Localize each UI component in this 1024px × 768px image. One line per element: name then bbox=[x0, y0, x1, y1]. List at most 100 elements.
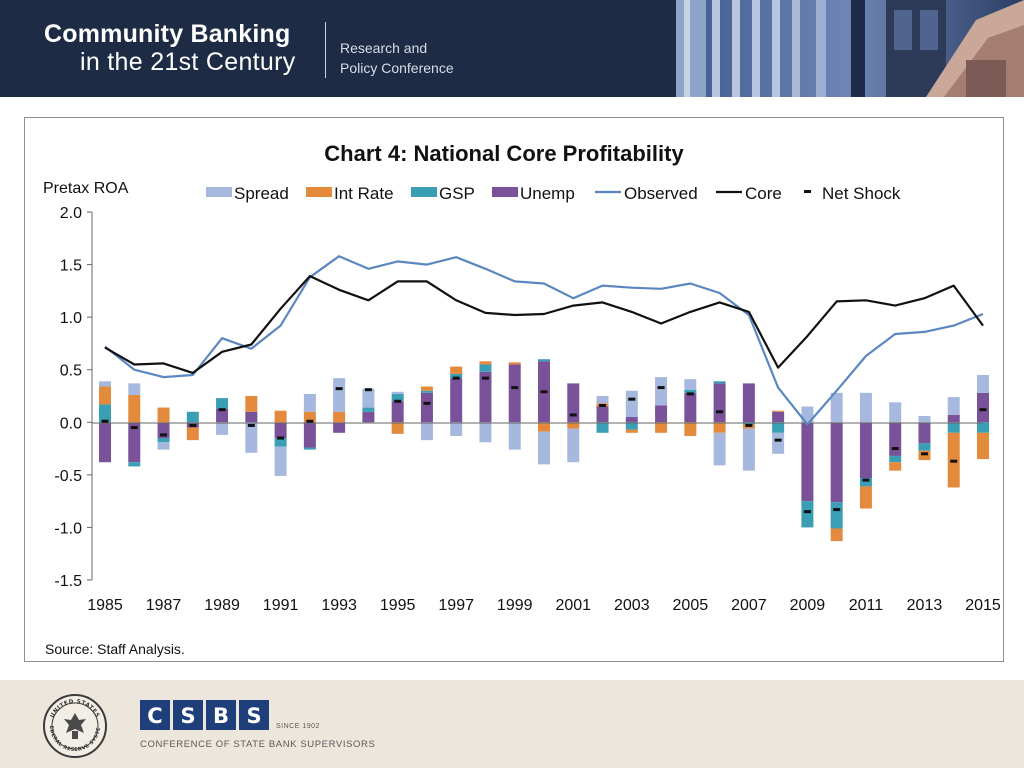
legend-label-unemp: Unemp bbox=[520, 184, 575, 203]
bar-segment-unemp bbox=[713, 383, 726, 423]
net-shock-marker bbox=[218, 408, 226, 412]
bar-segment-gsp bbox=[684, 389, 697, 393]
net-shock-marker bbox=[130, 426, 138, 430]
bar-segment-spread bbox=[157, 442, 170, 450]
bar-segment-int-rate bbox=[128, 394, 141, 423]
net-shock-marker bbox=[160, 433, 168, 437]
bar-segment-gsp bbox=[538, 359, 550, 362]
bar-segment-spread bbox=[538, 431, 550, 465]
bar-segment-spread bbox=[889, 402, 902, 423]
net-shock-marker bbox=[803, 510, 811, 514]
bar-segment-unemp bbox=[216, 408, 229, 423]
bar-segment-spread bbox=[596, 396, 609, 404]
bar-segment-gsp bbox=[99, 404, 111, 423]
bar-segment-int-rate bbox=[713, 422, 726, 433]
net-shock-marker bbox=[394, 399, 402, 403]
y-tick-label: 2.0 bbox=[60, 205, 82, 222]
bar-segment-gsp bbox=[889, 455, 902, 463]
bar-segment-gsp bbox=[947, 422, 960, 433]
bar-segment-int-rate bbox=[479, 361, 492, 365]
net-shock-marker bbox=[189, 423, 197, 427]
bar-segment-gsp bbox=[216, 398, 229, 409]
bar-segment-gsp bbox=[830, 502, 843, 529]
net-shock-marker bbox=[979, 408, 987, 412]
bar-segment-unemp bbox=[772, 411, 785, 423]
bar-segment-gsp bbox=[391, 393, 404, 402]
x-tick-label: 2013 bbox=[907, 597, 943, 614]
net-shock-marker bbox=[511, 386, 519, 390]
x-tick-label: 2009 bbox=[790, 597, 826, 614]
csbs-since-text: SINCE 1902 bbox=[276, 723, 320, 730]
bar-segment-gsp bbox=[420, 390, 433, 393]
conference-subtitle-line2: Policy Conference bbox=[340, 60, 454, 76]
bar-segment-spread bbox=[801, 406, 814, 423]
bar-segment-spread bbox=[99, 381, 111, 387]
bar-segment-unemp bbox=[596, 406, 609, 423]
bar-segment-unemp bbox=[655, 405, 668, 423]
net-shock-marker bbox=[833, 508, 841, 512]
bar-segment-gsp bbox=[450, 373, 463, 379]
bar-segment-spread bbox=[713, 432, 726, 466]
bar-segment-spread bbox=[450, 422, 463, 436]
bar-segment-gsp bbox=[713, 381, 726, 384]
x-tick-label: 1985 bbox=[87, 597, 123, 614]
bar-segment-int-rate bbox=[567, 422, 580, 429]
bar-segment-gsp bbox=[977, 422, 989, 433]
bar-segment-spread bbox=[216, 422, 229, 435]
net-shock-marker bbox=[745, 423, 753, 427]
net-shock-marker bbox=[335, 387, 343, 391]
chart-title: Chart 4: National Core Profitability bbox=[324, 141, 684, 166]
footer-bar: UNITED STATES FEDERAL RESERVE SYSTEM CSB… bbox=[0, 680, 1024, 768]
series-line-core bbox=[104, 275, 984, 374]
legend-swatch-net-shock bbox=[804, 190, 811, 193]
x-tick-label: 2003 bbox=[614, 597, 650, 614]
bar-segment-unemp bbox=[830, 422, 843, 503]
bar-segment-spread bbox=[742, 428, 755, 471]
bar-segment-unemp bbox=[99, 422, 111, 463]
bar-segment-unemp bbox=[450, 378, 463, 423]
bar-segment-int-rate bbox=[303, 411, 316, 423]
bar-segment-int-rate bbox=[157, 407, 170, 423]
legend-label-core: Core bbox=[745, 184, 782, 203]
csbs-tagline: CONFERENCE OF STATE BANK SUPERVISORS bbox=[140, 739, 376, 750]
y-tick-label: 0.5 bbox=[60, 363, 82, 380]
net-shock-marker bbox=[306, 419, 314, 423]
legend-label-spread: Spread bbox=[234, 184, 289, 203]
net-shock-marker bbox=[569, 413, 577, 417]
net-shock-marker bbox=[774, 438, 782, 442]
x-tick-label: 2007 bbox=[731, 597, 767, 614]
y-tick-label: 0.0 bbox=[60, 415, 82, 432]
legend-label-net-shock: Net Shock bbox=[822, 184, 901, 203]
bar-segment-int-rate bbox=[859, 486, 872, 509]
legend-label-gsp: GSP bbox=[439, 184, 475, 203]
x-tick-label: 1989 bbox=[204, 597, 240, 614]
bar-segment-int-rate bbox=[830, 528, 843, 542]
net-shock-marker bbox=[277, 436, 285, 440]
y-tick-label: 1.5 bbox=[60, 258, 82, 275]
bar-segment-spread bbox=[684, 379, 697, 390]
bar-segment-gsp bbox=[274, 438, 287, 447]
net-shock-marker bbox=[950, 459, 958, 463]
bar-segment-unemp bbox=[274, 422, 287, 439]
legend-swatch-spread bbox=[206, 187, 232, 197]
x-tick-label: 1993 bbox=[321, 597, 357, 614]
bar-segment-spread bbox=[303, 393, 316, 412]
bar-segment-unemp bbox=[391, 401, 404, 423]
bar-segment-spread bbox=[391, 391, 404, 394]
net-shock-marker bbox=[423, 401, 431, 405]
bar-segment-int-rate bbox=[450, 366, 463, 374]
federal-reserve-seal-logo: UNITED STATES FEDERAL RESERVE SYSTEM bbox=[42, 693, 107, 758]
net-shock-marker bbox=[686, 392, 694, 396]
y-tick-label: 1.0 bbox=[60, 310, 82, 327]
bar-segment-gsp bbox=[801, 501, 814, 528]
bar-segment-gsp bbox=[362, 407, 375, 412]
conference-title-line2: in the 21st Century bbox=[80, 48, 296, 76]
net-shock-marker bbox=[599, 403, 607, 407]
bar-segment-unemp bbox=[801, 422, 814, 502]
series-line-observed bbox=[104, 255, 984, 426]
chart-legend: Spread Int Rate GSP Unemp Observed Core … bbox=[206, 184, 901, 203]
legend-swatch-int-rate bbox=[306, 187, 332, 197]
bar-segment-gsp bbox=[128, 462, 141, 467]
bar-segment-spread bbox=[859, 392, 872, 423]
bar-segment-spread bbox=[772, 432, 785, 454]
